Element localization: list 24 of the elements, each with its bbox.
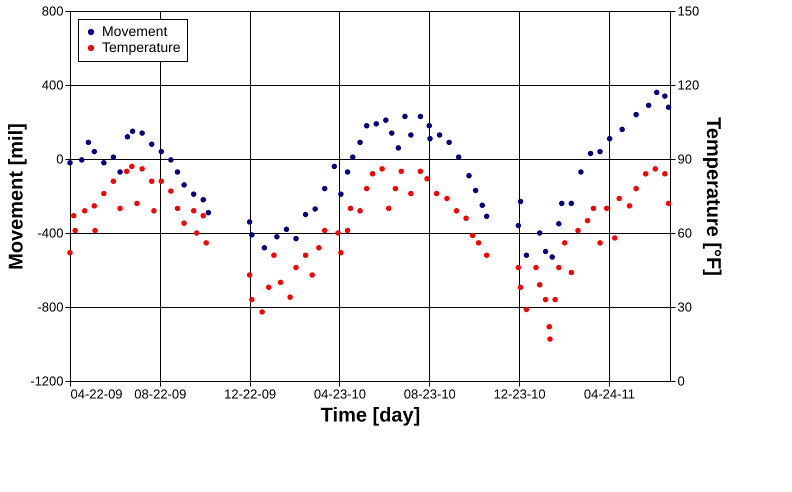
y2-tick-label: 90 xyxy=(678,152,692,166)
y2-tick-label: 60 xyxy=(678,226,692,240)
y-axis-title: Movement [mil] xyxy=(5,123,28,270)
x-tick-label: 12-22-09 xyxy=(224,386,276,402)
x-tick-label: 04-24-11 xyxy=(584,386,635,402)
x-tick-label: 08-23-10 xyxy=(404,386,456,402)
y-tick-label: 400 xyxy=(42,78,64,92)
x-tick-label: 08-22-09 xyxy=(134,386,186,402)
y-tick-label: -800 xyxy=(37,300,64,314)
x-tick-label: 04-23-10 xyxy=(314,386,366,402)
x-axis-title: Time [day] xyxy=(320,404,420,426)
legend-label: Temperature xyxy=(102,39,181,55)
y2-tick-label: 0 xyxy=(678,374,685,388)
y-tick-label: -1200 xyxy=(30,374,64,388)
y2-tick-label: 30 xyxy=(678,300,692,314)
legend-label: Movement xyxy=(102,23,168,39)
y2-axis-title: Temperature [°F] xyxy=(702,117,724,276)
y-tick-label: 0 xyxy=(56,152,64,166)
y2-tick-label: 150 xyxy=(678,4,700,18)
y2-tick-label: 120 xyxy=(678,78,700,92)
y-tick-label: -400 xyxy=(37,226,64,240)
x-tick-label: 04-22-09 xyxy=(70,386,123,402)
x-tick-label: 12-23-10 xyxy=(494,386,546,402)
y-tick-label: 800 xyxy=(42,4,64,18)
